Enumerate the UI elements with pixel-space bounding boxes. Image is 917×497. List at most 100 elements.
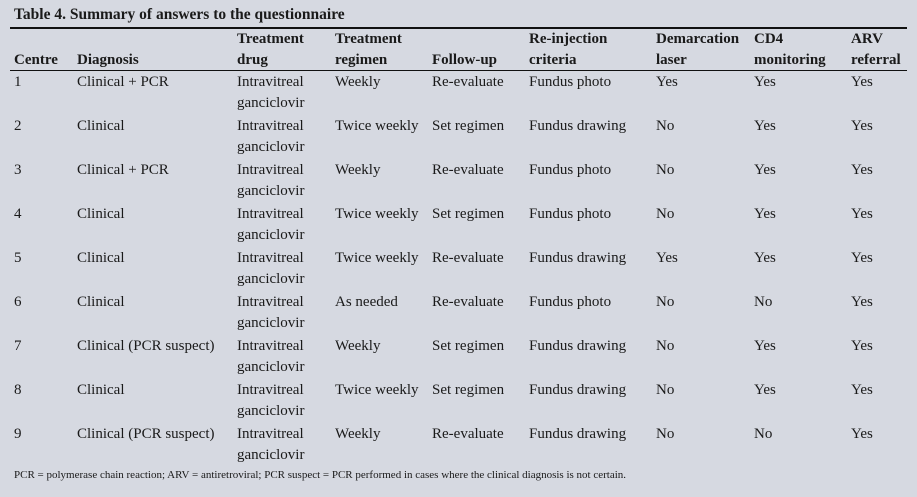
cell-treatment-drug: Intravitreal ganciclovir — [237, 338, 305, 375]
table-row: 9 Clinical (PCR suspect) Intravitreal ganc… — [10, 423, 910, 467]
cell-demarcation-laser: No — [656, 206, 675, 222]
column-header-arv-referral: ARV referral — [847, 29, 910, 71]
table-row: 1 Clinical + PCR Intravitreal ganciclovir W… — [10, 71, 910, 115]
header-row: Centre Diagnosis Treatment drug Treatment reg… — [10, 29, 910, 71]
cell-arv-referral: Yes — [851, 162, 873, 178]
cell-diagnosis: Clinical (PCR suspect) — [77, 426, 215, 442]
cell-demarcation-laser: No — [656, 426, 675, 442]
cell-diagnosis: Clinical (PCR suspect) — [77, 338, 215, 354]
header-text: criteria — [529, 52, 577, 68]
cell-cd4-monitoring: Yes — [754, 382, 776, 398]
cell-cd4-monitoring: Yes — [754, 338, 776, 354]
cell-treatment-regimen: As needed — [335, 294, 398, 310]
cell-treatment-regimen: Weekly — [335, 74, 381, 90]
column-header-reinjection-criteria: Re-injection criteria — [525, 29, 652, 71]
cell-cd4-monitoring: No — [754, 426, 773, 442]
cell-reinjection-criteria: Fundus drawing — [529, 426, 627, 442]
table-title: Table 4. Summary of answers to the quest… — [14, 6, 345, 23]
cell-follow-up: Re-evaluate — [432, 162, 504, 178]
header-text: Re-injection — [529, 31, 608, 47]
header-text: Treatment — [335, 31, 402, 47]
cell-centre: 1 — [14, 74, 22, 90]
cell-treatment-regimen: Weekly — [335, 426, 381, 442]
cell-cd4-monitoring: Yes — [754, 250, 776, 266]
cell-treatment-regimen: Twice weekly — [335, 206, 419, 222]
cell-arv-referral: Yes — [851, 250, 873, 266]
cell-treatment-regimen: Weekly — [335, 162, 381, 178]
cell-treatment-regimen: Twice weekly — [335, 382, 419, 398]
cell-treatment-drug: Intravitreal ganciclovir — [237, 250, 305, 287]
cell-demarcation-laser: No — [656, 118, 675, 134]
cell-demarcation-laser: No — [656, 338, 675, 354]
header-text: laser — [656, 52, 687, 68]
cell-centre: 9 — [14, 426, 22, 442]
table-row: 5 Clinical Intravitreal ganciclovir Twice w… — [10, 247, 910, 291]
table-row: 4 Clinical Intravitreal ganciclovir Twice w… — [10, 203, 910, 247]
cell-treatment-drug: Intravitreal ganciclovir — [237, 426, 305, 463]
table-row: 6 Clinical Intravitreal ganciclovir As need… — [10, 291, 910, 335]
header-text: Centre — [14, 52, 58, 68]
cell-arv-referral: Yes — [851, 426, 873, 442]
cell-centre: 4 — [14, 206, 22, 222]
cell-treatment-drug: Intravitreal ganciclovir — [237, 206, 305, 243]
header-text: Diagnosis — [77, 52, 139, 68]
cell-follow-up: Set regimen — [432, 338, 505, 354]
cell-diagnosis: Clinical + PCR — [77, 74, 169, 90]
header-text: monitoring — [754, 52, 826, 68]
cell-reinjection-criteria: Fundus drawing — [529, 250, 627, 266]
cell-treatment-drug: Intravitreal ganciclovir — [237, 118, 305, 155]
cell-demarcation-laser: Yes — [656, 250, 678, 266]
cell-arv-referral: Yes — [851, 338, 873, 354]
table-row: 2 Clinical Intravitreal ganciclovir Twice w… — [10, 115, 910, 159]
column-header-follow-up: Follow-up — [428, 29, 525, 71]
table-row: 7 Clinical (PCR suspect) Intravitreal ganc… — [10, 335, 910, 379]
cell-centre: 2 — [14, 118, 22, 134]
cell-demarcation-laser: Yes — [656, 74, 678, 90]
header-text: CD4 — [754, 31, 784, 47]
cell-reinjection-criteria: Fundus photo — [529, 162, 612, 178]
header-text: ARV — [851, 31, 883, 47]
cell-treatment-drug: Intravitreal ganciclovir — [237, 382, 305, 419]
cell-cd4-monitoring: No — [754, 294, 773, 310]
cell-centre: 5 — [14, 250, 22, 266]
top-rule — [10, 27, 907, 29]
cell-treatment-drug: Intravitreal ganciclovir — [237, 162, 305, 199]
cell-treatment-regimen: Twice weekly — [335, 250, 419, 266]
cell-diagnosis: Clinical — [77, 206, 125, 222]
cell-demarcation-laser: No — [656, 294, 675, 310]
cell-follow-up: Set regimen — [432, 382, 505, 398]
header-text: Treatment — [237, 31, 304, 47]
cell-follow-up: Set regimen — [432, 206, 505, 222]
cell-reinjection-criteria: Fundus drawing — [529, 118, 627, 134]
cell-follow-up: Re-evaluate — [432, 294, 504, 310]
cell-cd4-monitoring: Yes — [754, 118, 776, 134]
cell-diagnosis: Clinical — [77, 382, 125, 398]
column-header-treatment-regimen: Treatment regimen — [331, 29, 428, 71]
cell-treatment-regimen: Twice weekly — [335, 118, 419, 134]
cell-treatment-regimen: Weekly — [335, 338, 381, 354]
column-header-cd4-monitoring: CD4 monitoring — [750, 29, 847, 71]
cell-arv-referral: Yes — [851, 206, 873, 222]
header-text: Follow-up — [432, 52, 498, 68]
cell-demarcation-laser: No — [656, 162, 675, 178]
table-row: 3 Clinical + PCR Intravitreal ganciclovir W… — [10, 159, 910, 203]
cell-diagnosis: Clinical + PCR — [77, 162, 169, 178]
cell-arv-referral: Yes — [851, 294, 873, 310]
header-rule — [10, 70, 907, 71]
column-header-treatment-drug: Treatment drug — [233, 29, 331, 71]
column-header-diagnosis: Diagnosis — [73, 29, 233, 71]
cell-centre: 7 — [14, 338, 22, 354]
header-text: regimen — [335, 52, 388, 68]
cell-follow-up: Set regimen — [432, 118, 505, 134]
footnote: PCR = polymerase chain reaction; ARV = a… — [14, 469, 627, 481]
cell-follow-up: Re-evaluate — [432, 74, 504, 90]
cell-arv-referral: Yes — [851, 118, 873, 134]
cell-centre: 6 — [14, 294, 22, 310]
cell-cd4-monitoring: Yes — [754, 74, 776, 90]
column-header-centre: Centre — [10, 29, 73, 71]
cell-reinjection-criteria: Fundus drawing — [529, 338, 627, 354]
cell-reinjection-criteria: Fundus drawing — [529, 382, 627, 398]
cell-centre: 8 — [14, 382, 22, 398]
summary-table: Centre Diagnosis Treatment drug Treatment reg… — [10, 29, 910, 467]
cell-diagnosis: Clinical — [77, 118, 125, 134]
